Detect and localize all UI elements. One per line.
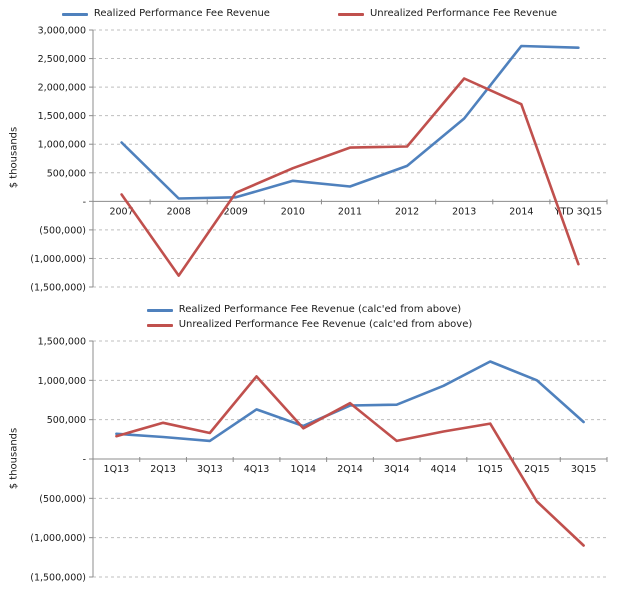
x-tick-label: 1Q13	[104, 464, 130, 475]
y-tick-label: (1,000,000)	[30, 533, 86, 544]
x-tick-label: 3Q15	[571, 464, 597, 475]
x-tick-label: 2010	[281, 206, 305, 217]
legend-label-realized: Realized Performance Fee Revenue	[93, 8, 270, 19]
unrealized-line-key-icon	[337, 12, 364, 16]
series-line-realized	[120, 44, 580, 200]
x-tick-label: 3Q13	[197, 464, 223, 475]
y-tick-label: 3,000,000	[38, 26, 86, 37]
x-tick-label: 2007	[109, 206, 133, 217]
quarterly-chart-legend: Realized Performance Fee Revenue (calc'e…	[0, 303, 619, 332]
x-tick-label: 2011	[338, 206, 362, 217]
y-tick-label: 500,000	[47, 168, 86, 179]
y-tick-label: (500,000)	[39, 494, 86, 505]
x-tick-label: 4Q13	[244, 464, 270, 475]
x-tick-label: 3Q14	[384, 464, 410, 475]
quarterly-chart-plot: 1,500,000 1,000,000 500,000 - (500,000) (1,00…	[30, 337, 608, 584]
annual-chart-plot: 3,000,000 2,500,000 2,000,000 1,500,000 1,00…	[30, 26, 608, 294]
legend-label-realized-quarterly: Realized Performance Fee Revenue (calc'e…	[178, 304, 462, 315]
x-tick-label: 2009	[224, 206, 248, 217]
y-tick-label: (1,000,000)	[30, 254, 86, 265]
legend-label-unrealized-quarterly: Unrealized Performance Fee Revenue (calc…	[178, 319, 473, 330]
y-tick-label: 500,000	[47, 415, 86, 426]
y-tick-label: -	[83, 455, 86, 466]
y-tick-label: 1,500,000	[38, 111, 86, 122]
series-line-unrealized	[115, 375, 585, 547]
y-tick-label: (1,500,000)	[30, 573, 86, 584]
y-tick-label: 1,000,000	[38, 376, 86, 387]
x-tick-label: YTD 3Q15	[554, 206, 603, 217]
x-tick-label: 2012	[395, 206, 419, 217]
realized-line-key-icon	[146, 308, 173, 312]
legend-item-realized: Realized Performance Fee Revenue	[61, 7, 270, 21]
y-tick-label: 1,500,000	[38, 337, 86, 348]
legend-label-unrealized: Unrealized Performance Fee Revenue	[369, 8, 558, 19]
x-tick-label: 4Q14	[431, 464, 457, 475]
x-tick-label: 2014	[509, 206, 533, 217]
y-tick-label: (1,500,000)	[30, 283, 86, 294]
y-tick-label: 1,000,000	[38, 140, 86, 151]
y-tick-label: -	[83, 197, 86, 208]
y-tick-label: 2,000,000	[38, 83, 86, 94]
y-tick-label: 2,500,000	[38, 54, 86, 65]
unrealized-line-key-icon	[146, 323, 173, 327]
x-tick-label: 1Q14	[290, 464, 316, 475]
y-tick-label: (500,000)	[39, 225, 86, 236]
realized-line-key-icon	[61, 12, 88, 16]
series-line-unrealized	[120, 77, 580, 277]
x-tick-label: 2Q13	[150, 464, 176, 475]
legend-item-realized-quarterly: Realized Performance Fee Revenue (calc'e…	[146, 303, 462, 317]
legend-item-unrealized-quarterly: Unrealized Performance Fee Revenue (calc…	[146, 318, 473, 332]
x-tick-label: 2013	[452, 206, 476, 217]
x-tick-label: 2Q15	[524, 464, 550, 475]
x-tick-label: 2008	[167, 206, 191, 217]
series-line-realized	[115, 360, 585, 443]
x-tick-label: 1Q15	[477, 464, 503, 475]
legend-item-unrealized: Unrealized Performance Fee Revenue	[337, 7, 558, 21]
annual-chart-legend: Realized Performance Fee Revenue Unreali…	[0, 7, 619, 21]
x-tick-label: 2Q14	[337, 464, 363, 475]
quarterly-legend-rows: Realized Performance Fee Revenue (calc'e…	[146, 303, 473, 332]
